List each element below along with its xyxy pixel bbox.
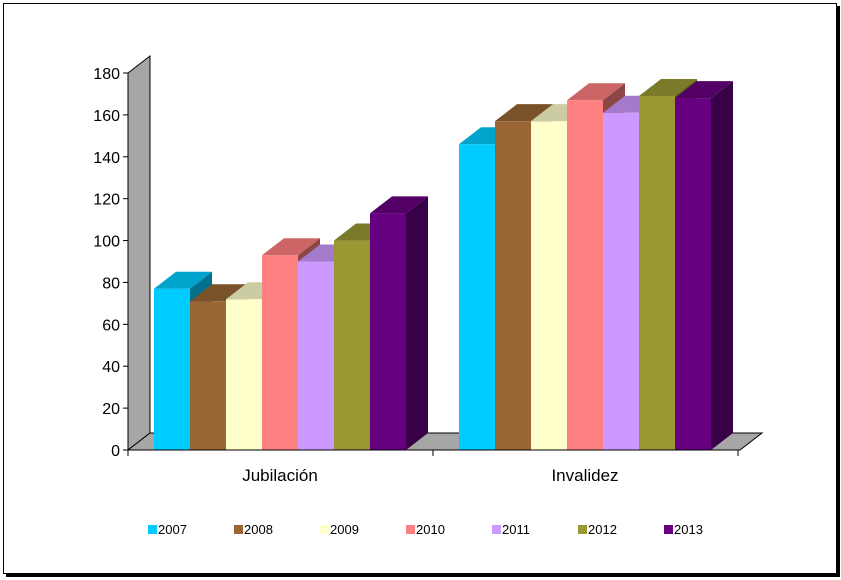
y-tick-label: 0 [111, 443, 120, 460]
legend-label: 2012 [588, 522, 617, 537]
bar-side [406, 196, 428, 450]
bar-front [154, 288, 190, 450]
chart-frame: 0 20 40 60 80 100 120 140 160 180 Jubilación Inval… [3, 3, 837, 574]
legend-label: 2009 [330, 522, 359, 537]
y-tick-label: 140 [93, 150, 120, 167]
bar-chart: 0 20 40 60 80 100 120 140 160 180 Jubilación Inval… [93, 54, 764, 537]
y-axis: 0 20 40 60 80 100 120 140 160 180 [93, 66, 129, 460]
bar-top [370, 196, 428, 214]
y-tick-label: 20 [102, 401, 120, 418]
y-tick-label: 60 [102, 317, 120, 334]
legend-swatch [664, 525, 673, 534]
bar-front [459, 144, 495, 450]
bar-front [334, 240, 370, 450]
legend-swatch [148, 525, 157, 534]
bar-2013-1 [675, 81, 733, 450]
legend-label: 2011 [502, 522, 530, 537]
legend-label: 2013 [674, 522, 703, 537]
y-tick-label: 160 [93, 108, 120, 125]
legend-item-2013: 2013 [664, 522, 703, 537]
bar-top [190, 284, 248, 302]
y-tick-label: 180 [93, 66, 120, 83]
bar-front [531, 121, 567, 450]
legend-swatch [320, 525, 329, 534]
legend-label: 2007 [158, 522, 187, 537]
bar-2013-0 [370, 196, 428, 450]
legend-swatch [234, 525, 243, 534]
bar-front [495, 121, 531, 450]
y-tick-label: 40 [102, 359, 120, 376]
bar-top [639, 79, 697, 97]
bar-front [603, 112, 639, 451]
legend-swatch [406, 525, 415, 534]
legend-item-2009: 2009 [320, 522, 359, 537]
bar-front [639, 96, 675, 451]
legend-item-2010: 2010 [406, 522, 445, 537]
y-tick-label: 80 [102, 275, 120, 292]
legend-swatch [578, 525, 587, 534]
legend-item-2008: 2008 [234, 522, 273, 537]
bar-top [495, 104, 553, 122]
bar-front [298, 261, 334, 450]
legend: 2007 2008 2009 2010 2011 2012 2013 [148, 522, 703, 537]
x-axis: Jubilación Invalidez [127, 449, 740, 485]
bar-top [154, 271, 212, 289]
bar-front [370, 213, 406, 450]
bars [154, 79, 733, 451]
bar-side [711, 81, 733, 450]
bar-top [567, 83, 625, 101]
legend-label: 2010 [416, 522, 445, 537]
bar-front [226, 299, 262, 450]
bar-top [675, 81, 733, 99]
bar-front [675, 98, 711, 450]
bar-front [262, 255, 298, 450]
legend-item-2012: 2012 [578, 522, 617, 537]
category-label: Invalidez [551, 466, 618, 485]
legend-item-2011: 2011 [492, 522, 530, 537]
legend-label: 2008 [244, 522, 273, 537]
legend-swatch [492, 525, 501, 534]
legend-item-2007: 2007 [148, 522, 187, 537]
bar-top [262, 238, 320, 256]
category-label: Jubilación [242, 466, 318, 485]
side-wall [127, 54, 151, 452]
bar-front [567, 100, 603, 450]
y-tick-label: 100 [93, 234, 120, 251]
bar-front [190, 301, 226, 450]
y-tick-label: 120 [93, 192, 120, 209]
